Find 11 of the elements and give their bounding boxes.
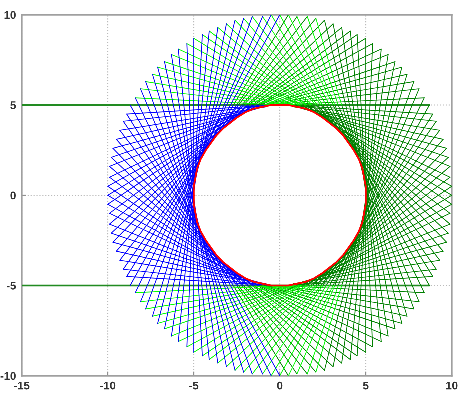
y-tick-label: -10: [0, 372, 16, 380]
y-tick-label: 0: [10, 192, 16, 200]
y-tick-label: 10: [4, 11, 16, 20]
x-tick-label: 10: [446, 382, 458, 390]
y-tick-label: -5: [7, 282, 16, 290]
y-tick-label: 5: [10, 102, 16, 110]
x-tick-label: 0: [277, 382, 283, 390]
x-tick-label: -10: [100, 382, 116, 390]
x-tick-label: -15: [14, 382, 30, 390]
x-tick-label: 5: [363, 382, 369, 390]
x-tick-label: -5: [189, 382, 199, 390]
